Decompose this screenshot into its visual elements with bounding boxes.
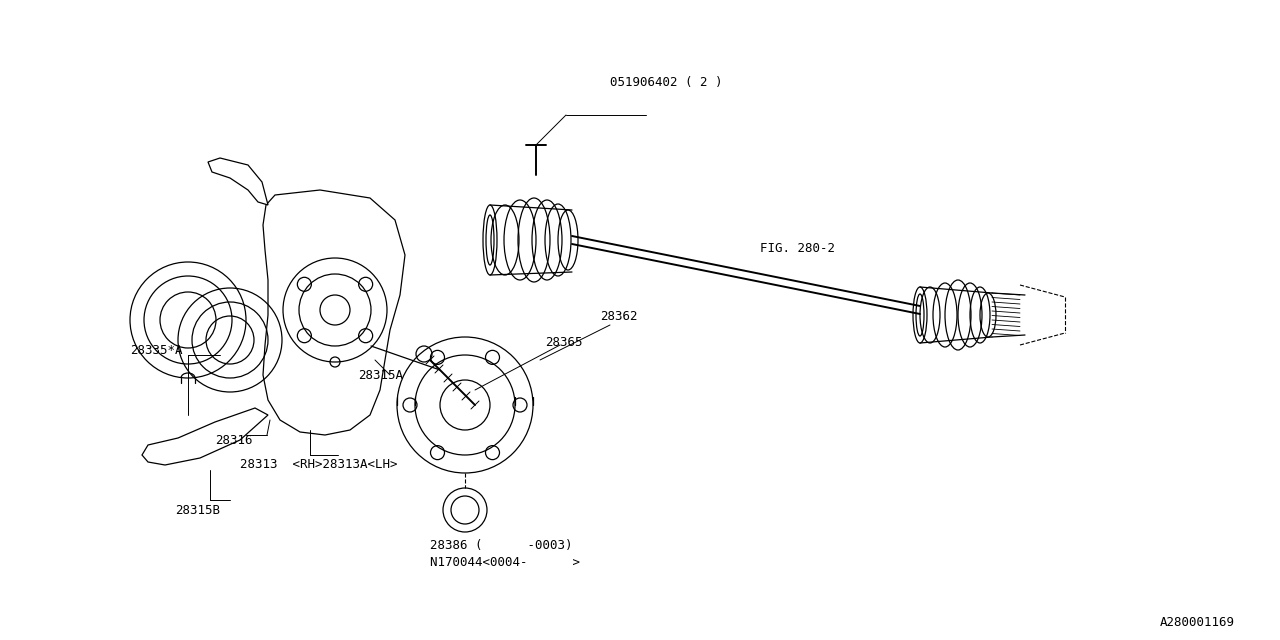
Text: 28335*A: 28335*A [131, 344, 183, 356]
Text: 28315B: 28315B [175, 504, 220, 516]
Text: N170044<0004-      >: N170044<0004- > [430, 556, 580, 568]
Text: 28315A: 28315A [358, 369, 403, 381]
Text: 28365: 28365 [545, 335, 582, 349]
Text: 28362: 28362 [600, 310, 637, 323]
Polygon shape [262, 190, 404, 435]
Polygon shape [142, 408, 268, 465]
Text: A280001169: A280001169 [1160, 616, 1235, 628]
Text: 051906402 ( 2 ): 051906402 ( 2 ) [611, 76, 722, 88]
Text: 28386 (      -0003): 28386 ( -0003) [430, 538, 572, 552]
Text: FIG. 280-2: FIG. 280-2 [760, 241, 835, 255]
Text: 28313  <RH>28313A<LH>: 28313 <RH>28313A<LH> [241, 458, 398, 472]
Polygon shape [209, 158, 268, 205]
Text: 28316: 28316 [215, 433, 252, 447]
